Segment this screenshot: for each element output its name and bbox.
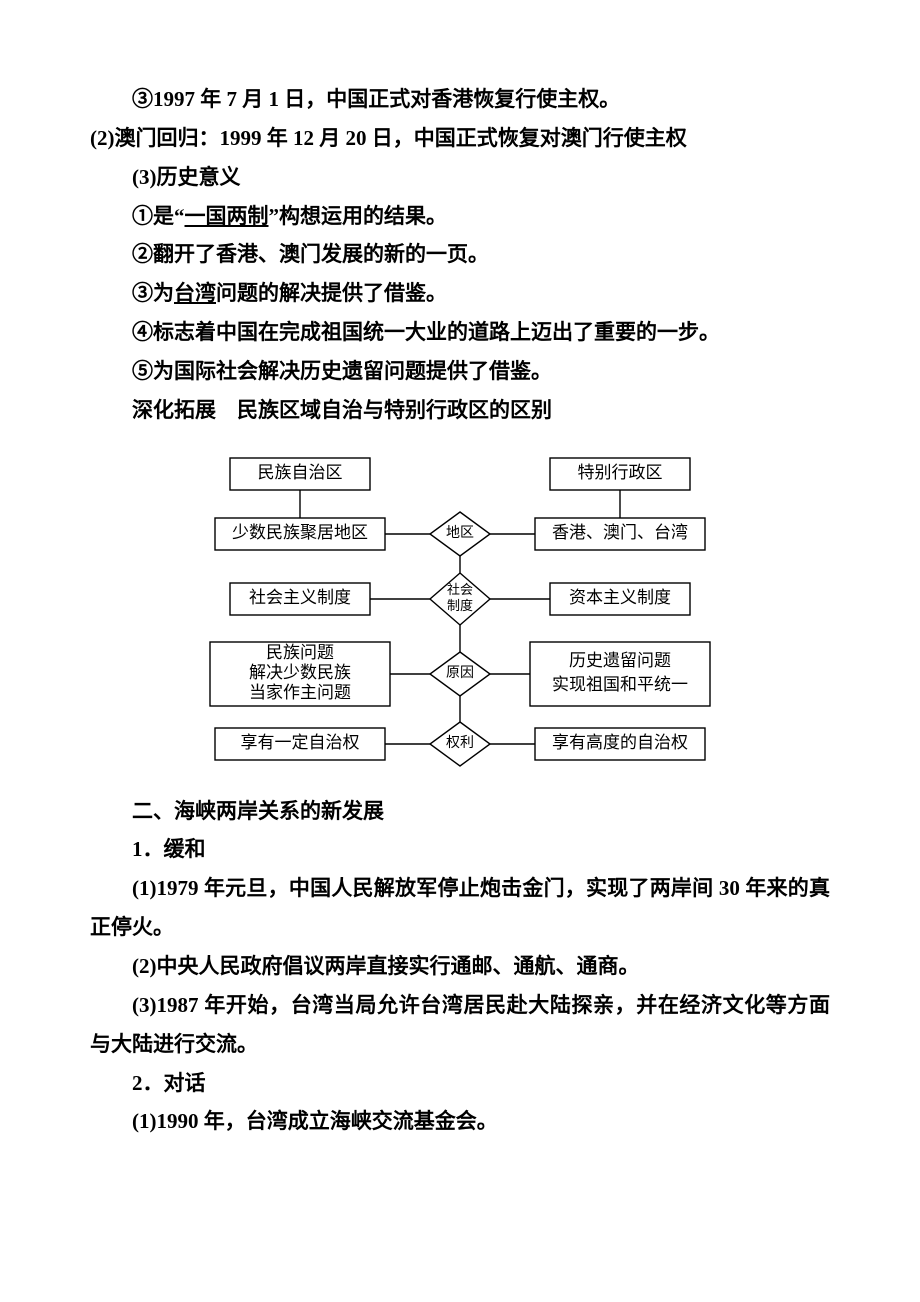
svg-text:地区: 地区	[446, 525, 474, 541]
svg-text:社会主义制度: 社会主义制度	[249, 588, 351, 607]
svg-text:解决少数民族: 解决少数民族	[249, 663, 351, 682]
paragraph-sub2-1: (1)1990 年，台湾成立海峡交流基金会。	[90, 1102, 830, 1141]
paragraph-item-6: ③为台湾问题的解决提供了借鉴。	[90, 274, 830, 313]
svg-text:实现祖国和平统一: 实现祖国和平统一	[552, 675, 688, 694]
svg-text:享有一定自治权: 享有一定自治权	[241, 733, 360, 752]
text-span: (2)澳门回归：1999 年 12 月 20 日，中国正式恢复对澳门行使主权	[90, 126, 687, 150]
svg-text:享有高度的自治权: 享有高度的自治权	[552, 733, 688, 752]
svg-text:原因: 原因	[446, 666, 474, 681]
paragraph-item-7: ④标志着中国在完成祖国统一大业的道路上迈出了重要的一步。	[90, 313, 830, 352]
paragraph-item-1: ③1997 年 7 月 1 日，中国正式对香港恢复行使主权。	[90, 80, 830, 119]
comparison-diagram: 民族自治区 特别行政区少数民族聚居地区 香港、澳门、台湾 地区社会主义制度 资本主义制度…	[90, 444, 830, 774]
svg-text:少数民族聚居地区: 少数民族聚居地区	[232, 523, 368, 542]
paragraph-sub1-3: (3)1987 年开始，台湾当局允许台湾居民赴大陆探亲，并在经济文化等方面与大陆…	[90, 986, 830, 1064]
paragraph-item-8: ⑤为国际社会解决历史遗留问题提供了借鉴。	[90, 352, 830, 391]
svg-text:香港、澳门、台湾: 香港、澳门、台湾	[552, 523, 688, 542]
paragraph-sub1-1: (1)1979 年元旦，中国人民解放军停止炮击金门，实现了两岸间 30 年来的真…	[90, 869, 830, 947]
svg-text:特别行政区: 特别行政区	[578, 463, 663, 482]
paragraph-item-3: (3)历史意义	[90, 158, 830, 197]
svg-text:制度: 制度	[447, 598, 473, 613]
svg-text:资本主义制度: 资本主义制度	[569, 588, 671, 607]
svg-text:权利: 权利	[446, 735, 474, 751]
underlined-term: 台湾	[174, 281, 216, 305]
svg-text:当家作主问题: 当家作主问题	[249, 683, 351, 702]
subsection-2-title: 2．对话	[90, 1064, 830, 1103]
text-span: ”构想运用的结果。	[269, 204, 448, 228]
svg-text:民族自治区: 民族自治区	[258, 463, 343, 482]
text-span: ③为	[132, 281, 174, 305]
underlined-term: 一国两制	[185, 204, 269, 228]
paragraph-sub1-2: (2)中央人民政府倡议两岸直接实行通邮、通航、通商。	[90, 947, 830, 986]
text-span: ①是“	[132, 204, 185, 228]
paragraph-item-5: ②翻开了香港、澳门发展的新的一页。	[90, 235, 830, 274]
text-span: 问题的解决提供了借鉴。	[216, 281, 447, 305]
subsection-1-title: 1．缓和	[90, 830, 830, 869]
paragraph-item-2: (2)澳门回归：1999 年 12 月 20 日，中国正式恢复对澳门行使主权	[90, 119, 830, 158]
paragraph-item-4: ①是“一国两制”构想运用的结果。	[90, 197, 830, 236]
svg-text:民族问题: 民族问题	[266, 643, 334, 662]
subheading-deepen: 深化拓展 民族区域自治与特别行政区的区别	[90, 391, 830, 430]
section-2-title: 二、海峡两岸关系的新发展	[90, 792, 830, 831]
text-span: 深化拓展 民族区域自治与特别行政区的区别	[132, 398, 552, 422]
svg-text:社会: 社会	[447, 582, 473, 597]
diagram-svg: 民族自治区 特别行政区少数民族聚居地区 香港、澳门、台湾 地区社会主义制度 资本主义制度…	[180, 444, 740, 774]
svg-text:历史遗留问题: 历史遗留问题	[569, 651, 671, 670]
